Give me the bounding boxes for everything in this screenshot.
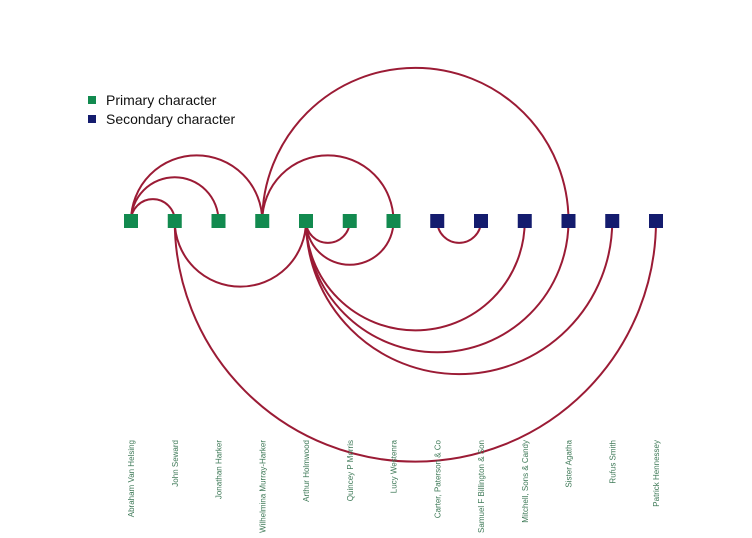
arc-seward-holmwood [173,220,307,288]
node-markers [124,214,663,228]
node-label-mitchell: Mitchell, Sons & Candy [521,440,530,523]
arc-seward-hennessey [173,220,657,463]
node-carter [430,214,445,228]
node-van-helsing [124,214,138,228]
arc-carter-billington [436,220,482,244]
node-label-carter: Carter, Paterson & Co [433,439,442,518]
arc-holmwood-lucy [305,220,395,266]
node-label-holmwood: Arthur Holmwood [302,440,311,502]
legend-label-secondary: Secondary character [106,110,236,127]
node-label-billington: Samuel F Billington & Son [477,440,486,533]
arc-holmwood-mitchell [305,220,526,332]
legend-label-primary: Primary character [106,91,217,108]
node-morris [342,214,357,228]
arc-holmwood-rufus [305,220,614,376]
legend: Primary character Secondary character [88,90,235,128]
node-label-agatha: Sister Agatha [565,439,574,487]
arc-van-helsing-mina [130,154,264,222]
node-mitchell [517,214,532,228]
node-label-hennessey: Patrick Hennessey [652,440,661,507]
node-label-mina: Wilhelmina Murray-Harker [258,440,267,533]
node-label-harker: Jonathan Harker [215,440,224,499]
arc-van-helsing-harker [130,176,220,222]
node-seward [167,214,182,228]
node-agatha [561,214,576,228]
arc-van-helsing-seward [130,198,176,222]
arc-links [130,66,657,463]
legend-swatch-primary [88,95,96,104]
node-label-lucy: Lucy Westenra [390,439,399,493]
arc-holmwood-agatha [305,220,570,354]
node-label-morris: Quincey P Morris [346,440,355,501]
node-harker [211,214,226,228]
legend-item-primary: Primary character [88,90,235,109]
node-label-van-helsing: Abraham Van Helsing [127,440,136,517]
node-holmwood [299,214,313,228]
node-label-seward: John Seward [171,440,180,487]
node-label-rufus: Rufus Smith [608,440,617,484]
node-lucy [386,214,401,228]
node-labels: Abraham Van Helsing John Seward Jonathan H… [127,439,661,532]
legend-swatch-secondary [88,114,96,123]
node-billington [474,214,488,228]
arc-holmwood-morris [305,220,351,244]
node-mina [255,214,270,228]
node-rufus [605,214,620,228]
arc-mina-lucy [261,154,395,222]
legend-item-secondary: Secondary character [88,109,235,128]
node-hennessey [649,214,663,228]
arc-mina-agatha [261,66,570,222]
